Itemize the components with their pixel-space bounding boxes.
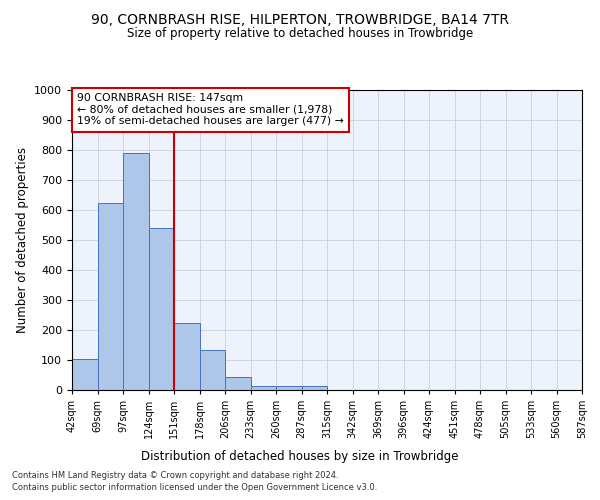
Text: 90, CORNBRASH RISE, HILPERTON, TROWBRIDGE, BA14 7TR: 90, CORNBRASH RISE, HILPERTON, TROWBRIDG… [91, 12, 509, 26]
Bar [123, 153, 149, 390]
Text: Contains HM Land Registry data © Crown copyright and database right 2024.: Contains HM Land Registry data © Crown c… [12, 470, 338, 480]
Bar [97, 204, 123, 390]
Bar [276, 386, 302, 390]
Bar [72, 359, 97, 390]
Text: Distribution of detached houses by size in Trowbridge: Distribution of detached houses by size … [141, 450, 459, 463]
Bar [225, 376, 251, 390]
Text: Contains public sector information licensed under the Open Government Licence v3: Contains public sector information licen… [12, 483, 377, 492]
Bar [149, 228, 174, 390]
Bar [251, 386, 276, 390]
Text: 90 CORNBRASH RISE: 147sqm
← 80% of detached houses are smaller (1,978)
19% of se: 90 CORNBRASH RISE: 147sqm ← 80% of detac… [77, 93, 344, 126]
Bar [174, 324, 199, 390]
Text: Size of property relative to detached houses in Trowbridge: Size of property relative to detached ho… [127, 28, 473, 40]
Y-axis label: Number of detached properties: Number of detached properties [16, 147, 29, 333]
Bar [199, 350, 225, 390]
Bar [302, 386, 327, 390]
